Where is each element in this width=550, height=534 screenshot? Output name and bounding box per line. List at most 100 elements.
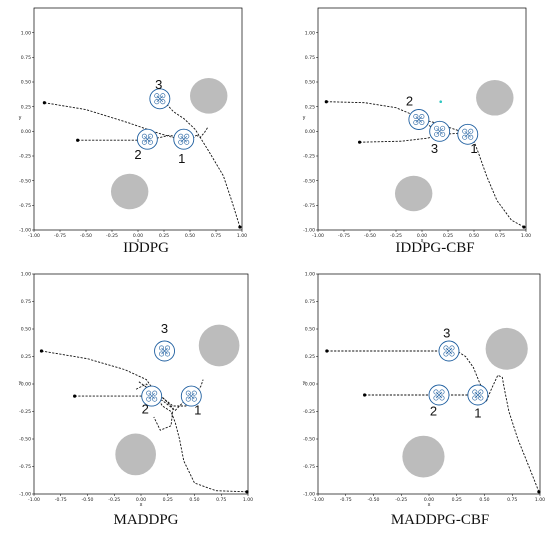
caption-maddpg: MADDPG — [113, 512, 179, 528]
y-tick-label: 0.75 — [21, 55, 31, 61]
obstacle — [110, 173, 149, 210]
x-tick-label: -0.75 — [55, 497, 67, 503]
trajectory-line — [449, 350, 540, 492]
drone-rotor — [159, 351, 165, 357]
x-tick-label: 0.50 — [469, 233, 479, 239]
drone-agent — [438, 340, 460, 362]
y-tick-label: 0.75 — [305, 299, 315, 305]
x-tick-label: 0.25 — [159, 233, 169, 239]
y-tick-label: 0.50 — [305, 80, 315, 86]
x-axis-label: x — [137, 239, 140, 244]
x-tick-label: 0.00 — [424, 497, 434, 503]
drone-rotor — [433, 395, 439, 401]
trajectory-line — [138, 381, 174, 431]
y-axis-label: y — [303, 381, 306, 386]
x-tick-label: 0.25 — [163, 497, 173, 503]
drone-rotor — [440, 131, 446, 137]
drone-rotor — [165, 345, 171, 351]
trajectory-line — [41, 350, 192, 407]
drone-rotor — [462, 134, 468, 140]
drone-rotor — [154, 99, 160, 105]
x-axis-label: x — [140, 503, 143, 508]
x-tick-label: -0.75 — [340, 497, 352, 503]
drone-agent — [149, 88, 171, 110]
drone-rotor — [185, 396, 191, 402]
agent-label: 2 — [134, 147, 141, 162]
x-tick-label: -1.00 — [312, 233, 324, 239]
x-tick-label: -1.00 — [312, 497, 324, 503]
y-tick-label: -0.25 — [303, 409, 315, 415]
drone-rotor — [185, 390, 191, 396]
drone-agent — [136, 128, 158, 150]
drone-arm — [435, 391, 443, 399]
drone-agent — [408, 109, 430, 130]
chart-panel-iddpg-cbf: -1.00 -0.75 -0.50 -0.25 0.00 0.25 0.50 0.75 1.00… — [300, 4, 550, 244]
x-tick-label: 0.75 — [216, 497, 226, 503]
start-point — [358, 140, 362, 144]
x-tick-label: 0.00 — [136, 497, 146, 503]
drone-rotor — [413, 119, 419, 125]
x-tick-label: -0.50 — [364, 233, 376, 239]
drone-rotor — [141, 133, 147, 139]
goal-marker — [439, 100, 443, 104]
drone-rotor — [468, 128, 474, 134]
y-tick-label: 0.25 — [305, 354, 315, 360]
y-tick-label: -0.75 — [19, 203, 31, 209]
y-tick-label: 0.50 — [21, 80, 31, 86]
drone-arm — [464, 131, 471, 138]
drone-rotor — [443, 351, 449, 357]
y-axis-label: y — [19, 381, 22, 386]
drone-rotor — [154, 93, 160, 99]
y-tick-label: -0.25 — [19, 409, 31, 415]
y-tick-label: 0.25 — [21, 354, 31, 360]
caption-maddpg-cbf: MADDPG-CBF — [390, 512, 490, 528]
drone-rotor — [449, 345, 455, 351]
chart-panel-iddpg: -1.00 -0.75 -0.50 -0.25 0.00 0.25 0.50 0.75 1.00… — [16, 4, 266, 244]
agent-label: 3 — [431, 141, 438, 156]
start-point — [325, 349, 329, 353]
drone-rotor — [478, 389, 484, 395]
agent-label: 1 — [470, 141, 477, 156]
drone-rotor — [434, 125, 440, 131]
start-point — [238, 225, 242, 229]
drone-arm — [156, 95, 164, 102]
drone-agent — [154, 340, 175, 362]
y-tick-label: 0.75 — [21, 299, 31, 305]
x-tick-label: -0.25 — [395, 497, 407, 503]
drone-agent — [428, 384, 450, 406]
drone-rotor — [439, 395, 445, 401]
drone-rotor — [191, 396, 197, 402]
agent-label: 1 — [474, 406, 481, 421]
drone-arm — [144, 136, 151, 143]
y-tick-label: -0.50 — [19, 437, 31, 443]
y-tick-label: -1.00 — [303, 228, 315, 234]
y-tick-label: 1.00 — [21, 272, 31, 278]
chart-panel-maddpg: -1.00 -0.75 -0.50 -0.25 0.00 0.25 0.50 0.75 1.00… — [16, 270, 266, 508]
agent-label: 3 — [155, 77, 162, 92]
y-tick-label: -0.25 — [303, 154, 315, 160]
x-tick-label: 0.75 — [495, 233, 505, 239]
drone-agent — [173, 128, 195, 150]
obstacle — [198, 324, 240, 367]
y-tick-label: 0.00 — [21, 382, 31, 388]
x-tick-label: -0.50 — [82, 497, 94, 503]
y-axis-label: y — [19, 116, 22, 121]
x-tick-label: -0.75 — [54, 233, 66, 239]
start-point — [363, 393, 367, 397]
obstacle — [402, 435, 445, 478]
drone-agent — [429, 120, 451, 142]
plot-maddpg-cbf: -1.00 -0.75 -0.50 -0.25 0.00 0.25 0.50 0.75 1.00… — [303, 272, 546, 508]
drone-rotor — [440, 125, 446, 131]
drone-rotor — [160, 99, 166, 105]
y-tick-label: -0.50 — [19, 178, 31, 184]
y-tick-label: -0.50 — [303, 437, 315, 443]
drone-arm — [148, 392, 155, 400]
obstacle — [394, 175, 433, 212]
drone-arm — [161, 347, 168, 355]
x-tick-label: -0.50 — [80, 233, 92, 239]
drone-rotor — [152, 390, 158, 396]
start-point — [39, 349, 44, 353]
drone-rotor — [462, 128, 468, 134]
drone-rotor — [146, 390, 152, 396]
y-tick-label: 0.50 — [21, 327, 31, 333]
